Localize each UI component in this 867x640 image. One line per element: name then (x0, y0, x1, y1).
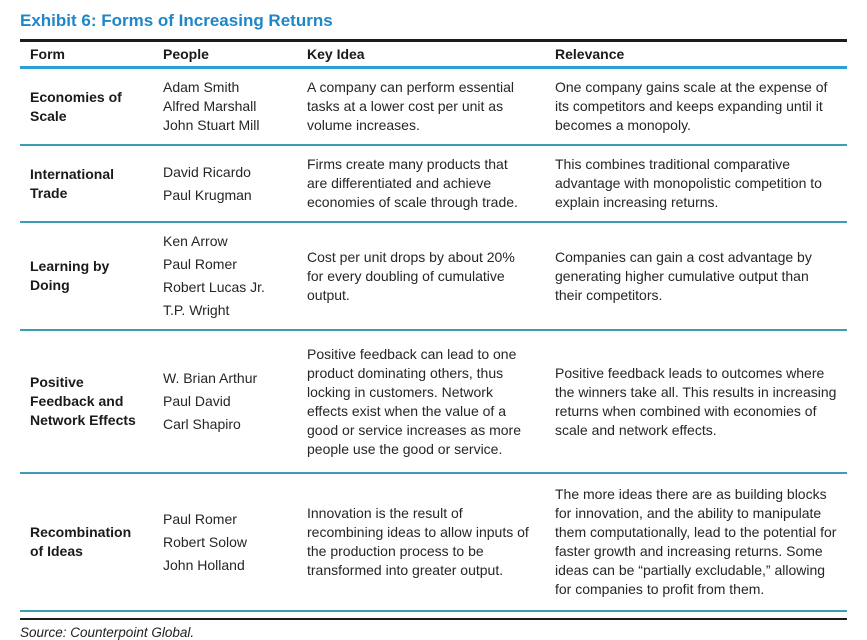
column-header-people: People (163, 46, 209, 62)
form-cell: Learning by Doing (30, 258, 110, 293)
person-name: Robert Lucas Jr. (163, 279, 265, 295)
relevance-cell: This combines traditional comparative ad… (555, 156, 822, 210)
column-header-key-idea: Key Idea (307, 46, 365, 62)
table-row: International Trade David Ricardo Paul K… (20, 146, 847, 223)
form-cell: International Trade (30, 165, 115, 201)
people-cell: David Ricardo Paul Krugman (153, 154, 297, 214)
person-name: Paul Romer (163, 510, 237, 527)
header-rule (20, 66, 847, 69)
relevance-cell: Companies can gain a cost advantage by g… (555, 248, 812, 303)
person-name: Adam Smith (163, 79, 240, 95)
title-rule (20, 39, 847, 42)
person-name: Paul Romer (163, 256, 237, 272)
exhibit-page: Exhibit 6: Forms of Increasing Returns F… (0, 10, 867, 640)
people-cell: Paul Romer Robert Solow John Holland (153, 501, 297, 584)
key-idea-cell: Cost per unit drops by about 20% for eve… (307, 248, 515, 303)
table-row: Economies of Scale Adam Smith Alfred Mar… (20, 69, 847, 146)
person-name: Paul Krugman (163, 186, 252, 203)
exhibit-title: Exhibit 6: Forms of Increasing Returns (20, 11, 333, 30)
table-row: Positive Feedback and Network Effects W.… (20, 331, 847, 474)
exhibit-table: Form People Key Idea Relevance Economies… (20, 42, 847, 612)
source-note: Source: Counterpoint Global. (20, 625, 195, 640)
table-header-row: Form People Key Idea Relevance (20, 42, 847, 66)
column-header-form: Form (30, 46, 65, 62)
person-name: John Holland (163, 556, 245, 573)
relevance-cell: One company gains scale at the expense o… (555, 79, 828, 133)
key-idea-cell: Innovation is the result of recombining … (307, 505, 529, 578)
people-cell: Ken Arrow Paul Romer Robert Lucas Jr. T.… (153, 223, 297, 329)
table-row: Learning by Doing Ken Arrow Paul Romer R… (20, 223, 847, 331)
table-row: Recombination of Ideas Paul Romer Robert… (20, 474, 847, 612)
person-name: W. Brian Arthur (163, 370, 258, 386)
form-cell: Economies of Scale (30, 88, 122, 124)
key-idea-cell: A company can perform essential tasks at… (307, 79, 514, 133)
person-name: David Ricardo (163, 163, 251, 180)
person-name: Carl Shapiro (163, 416, 241, 432)
person-name: Alfred Marshall (163, 98, 257, 114)
people-cell: Adam Smith Alfred Marshall John Stuart M… (153, 69, 297, 144)
key-idea-cell: Positive feedback can lead to one produc… (307, 345, 521, 457)
relevance-cell: Positive feedback leads to outcomes wher… (555, 364, 837, 438)
bottom-rule (20, 618, 847, 620)
column-header-relevance: Relevance (555, 46, 625, 62)
form-cell: Recombination of Ideas (30, 524, 132, 559)
person-name: Ken Arrow (163, 233, 228, 249)
people-cell: W. Brian Arthur Paul David Carl Shapiro (153, 360, 297, 443)
person-name: Paul David (163, 393, 231, 409)
person-name: T.P. Wright (163, 302, 230, 318)
key-idea-cell: Firms create many products that are diff… (307, 156, 518, 210)
person-name: Robert Solow (163, 533, 248, 550)
form-cell: Positive Feedback and Network Effects (30, 374, 136, 428)
person-name: John Stuart Mill (163, 117, 260, 133)
relevance-cell: The more ideas there are as building blo… (555, 486, 837, 597)
